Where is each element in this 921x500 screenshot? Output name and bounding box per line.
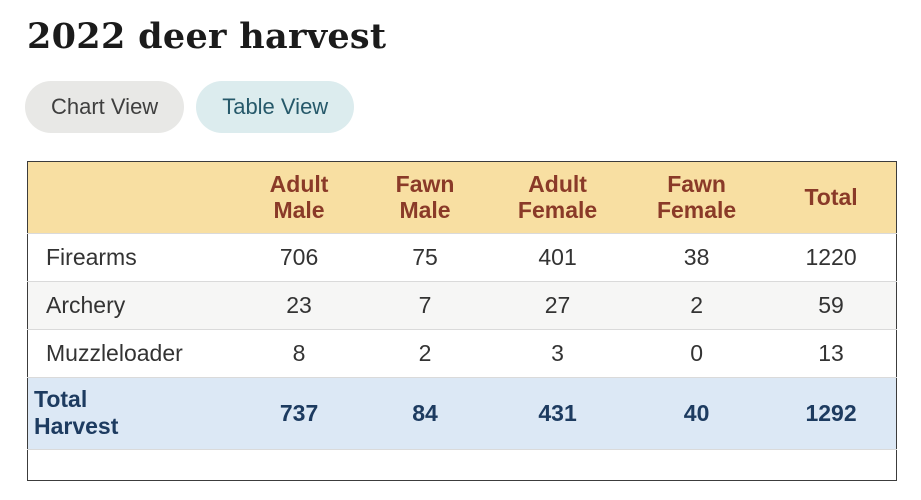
table-cell: 1220 xyxy=(766,232,897,282)
empty-cell xyxy=(27,449,897,481)
table-cell: 27 xyxy=(488,280,628,330)
table-cell: 706 xyxy=(236,232,363,282)
table-row-muzzleloader: Muzzleloader 8 2 3 0 13 xyxy=(27,328,897,378)
table-cell: 75 xyxy=(362,232,489,282)
total-harvest-row: Total Harvest 737 84 431 40 1292 xyxy=(27,376,897,450)
table-cell: 7 xyxy=(362,280,489,330)
row-label: Muzzleloader xyxy=(27,328,237,378)
total-cell: 737 xyxy=(236,376,363,450)
page-title: 2022 deer harvest xyxy=(27,16,387,57)
table-cell: 59 xyxy=(766,280,897,330)
view-toggle: Chart View Table View xyxy=(25,81,897,133)
table-cell: 401 xyxy=(488,232,628,282)
chart-view-tab[interactable]: Chart View xyxy=(25,81,185,133)
corner-header xyxy=(27,161,237,234)
table-cell: 38 xyxy=(627,232,767,282)
column-header-fawn-female: Fawn Female xyxy=(627,161,767,234)
column-header-adult-female: Adult Female xyxy=(488,161,628,234)
column-header-fawn-male: Fawn Male xyxy=(362,161,489,234)
table-view-tab[interactable]: Table View xyxy=(196,81,355,133)
table-cell: 2 xyxy=(627,280,767,330)
column-header-adult-male: Adult Male xyxy=(236,161,363,234)
page: 2022 deer harvest Chart View Table View … xyxy=(25,16,897,482)
total-row-label: Total Harvest xyxy=(27,376,237,450)
table-header-row: Adult Male Fawn Male Adult Female Fawn F… xyxy=(27,161,897,234)
table-row-firearms: Firearms 706 75 401 38 1220 xyxy=(27,232,897,282)
table-cell: 8 xyxy=(236,328,363,378)
row-label: Firearms xyxy=(27,232,237,282)
empty-row xyxy=(27,449,897,481)
table-row-archery: Archery 23 7 27 2 59 xyxy=(27,280,897,330)
table-cell: 2 xyxy=(362,328,489,378)
harvest-table: Adult Male Fawn Male Adult Female Fawn F… xyxy=(27,161,897,482)
table-cell: 3 xyxy=(488,328,628,378)
total-cell: 431 xyxy=(488,376,628,450)
total-cell: 40 xyxy=(627,376,767,450)
table-cell: 13 xyxy=(766,328,897,378)
table-cell: 23 xyxy=(236,280,363,330)
row-label: Archery xyxy=(27,280,237,330)
total-cell: 84 xyxy=(362,376,489,450)
table-cell: 0 xyxy=(627,328,767,378)
total-cell: 1292 xyxy=(766,376,897,450)
column-header-total: Total xyxy=(766,161,897,234)
